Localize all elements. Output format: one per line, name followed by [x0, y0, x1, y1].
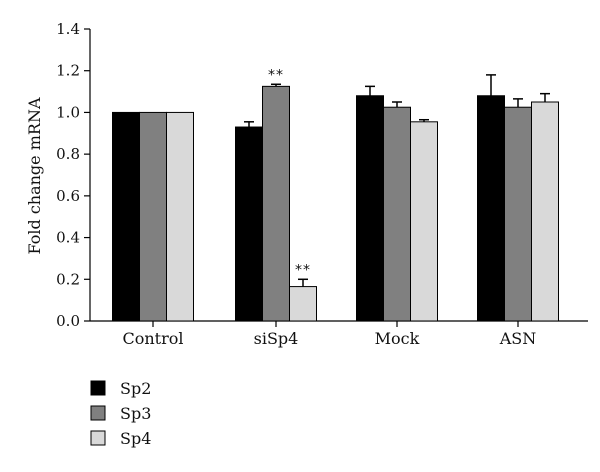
y-axis-title: Fold change mRNA	[25, 97, 44, 254]
bar	[383, 106, 411, 322]
legend-swatch	[90, 405, 106, 421]
bar	[166, 111, 194, 322]
bar	[504, 106, 532, 322]
bar	[289, 286, 317, 322]
x-tick-label: siSp4	[254, 329, 299, 348]
significance-annotations: ** **	[268, 67, 311, 278]
legend-swatch	[90, 380, 106, 396]
y-tick-label: 0.0	[56, 312, 80, 330]
y-tick-label: 0.4	[56, 229, 80, 247]
bar	[139, 111, 167, 322]
bar	[531, 101, 559, 322]
bars	[112, 85, 559, 322]
bar	[262, 85, 290, 322]
y-tick-label: 0.2	[56, 270, 80, 288]
y-tick-label: 1.0	[56, 103, 80, 121]
x-tick-label: ASN	[499, 329, 537, 348]
significance-marker: **	[295, 262, 311, 278]
y-tick-label: 1.2	[56, 62, 80, 80]
legend-label: Sp4	[120, 429, 151, 448]
legend: Sp2 Sp3 Sp4	[90, 379, 151, 448]
bar	[410, 121, 438, 322]
bar	[235, 126, 263, 322]
legend-label: Sp3	[120, 404, 151, 423]
bar	[356, 95, 384, 322]
error-bars	[244, 74, 550, 287]
significance-marker: **	[268, 67, 284, 83]
y-tick-label: 0.6	[56, 187, 80, 205]
bar	[112, 111, 140, 322]
bar	[477, 95, 505, 322]
y-tick-label: 0.8	[56, 145, 80, 163]
x-tick-label: Control	[122, 329, 183, 348]
y-tick-label: 1.4	[56, 20, 80, 38]
x-axis-labels: Control siSp4 Mock ASN	[122, 321, 536, 348]
legend-label: Sp2	[120, 379, 151, 398]
x-tick-label: Mock	[375, 329, 420, 348]
legend-swatch	[90, 430, 106, 446]
